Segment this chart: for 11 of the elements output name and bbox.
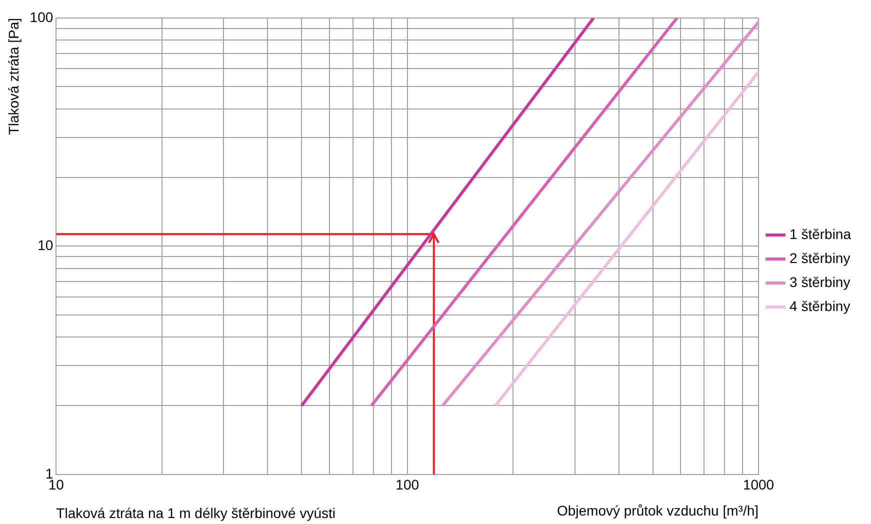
legend-label: 4 štěrbiny [790,298,850,314]
x-tick-label: 100 [396,476,420,493]
text: Tlaková ztráta na 1 m délky štěrbinové vyústi [56,505,336,521]
legend-label: 3 štěrbiny [790,274,850,290]
legend-label: 2 štěrbiny [790,250,850,266]
legend-label: 1 štěrbina [790,226,852,242]
y-tick-label: 10 [38,237,54,254]
y-axis-title: Tlaková ztráta [Pa] [5,18,22,135]
y-tick-label: 100 [30,8,54,25]
x-axis-title: Objemový průtok vzduchu [m³/h] [556,502,759,518]
x-tick-label: 1000 [742,476,774,493]
